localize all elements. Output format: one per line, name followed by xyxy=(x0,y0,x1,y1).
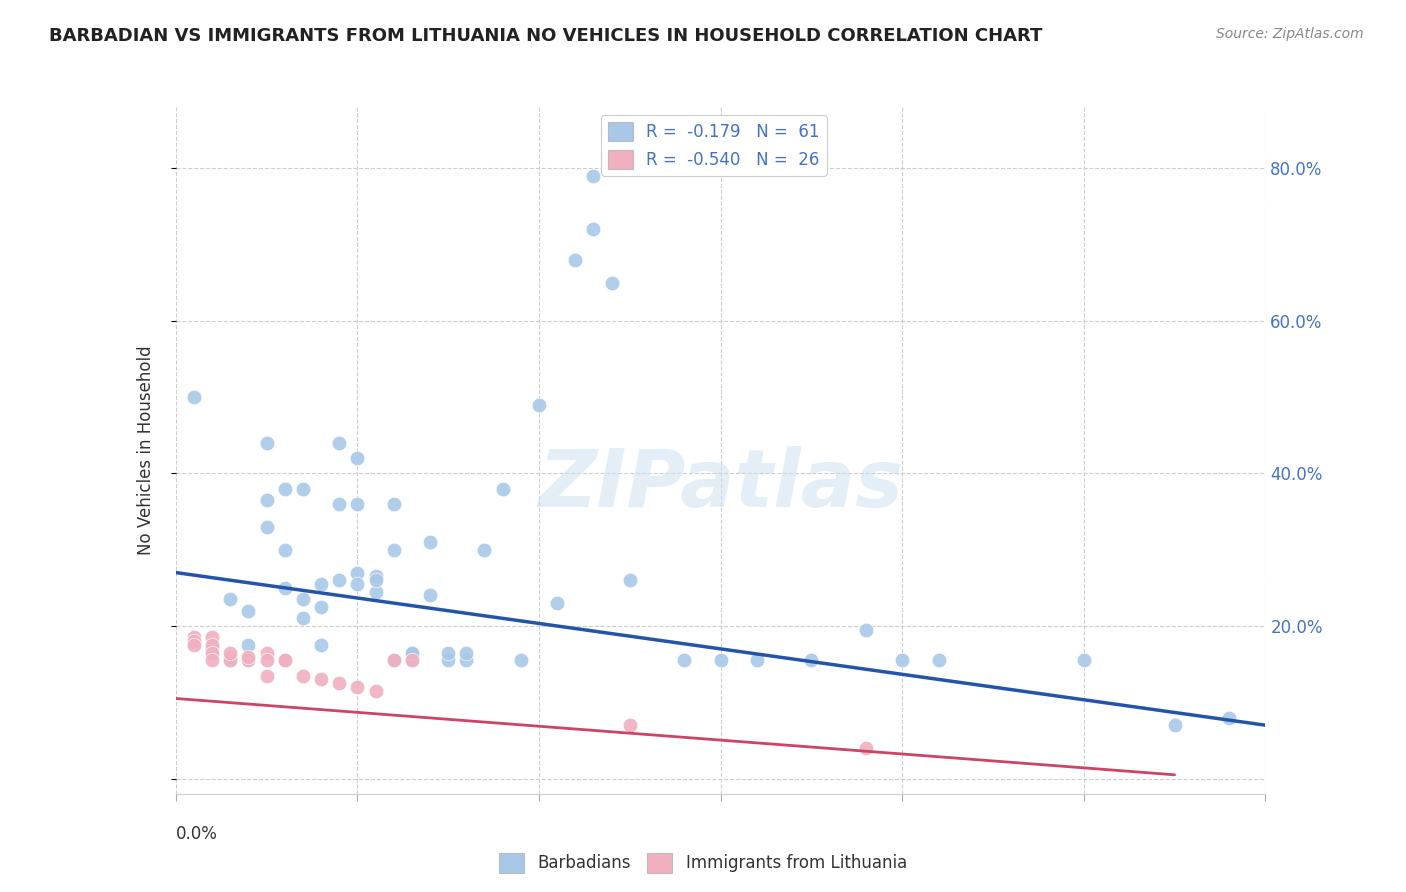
Point xyxy=(256,668,278,682)
Y-axis label: No Vehicles in Household: No Vehicles in Household xyxy=(136,345,155,556)
Point xyxy=(256,435,278,450)
Text: 0.0%: 0.0% xyxy=(176,825,218,843)
Point xyxy=(201,646,224,660)
Point xyxy=(238,653,260,667)
Point xyxy=(309,673,332,687)
Point xyxy=(745,653,768,667)
Point xyxy=(256,520,278,534)
Point xyxy=(346,680,368,694)
Point xyxy=(309,577,332,591)
Point xyxy=(291,611,314,625)
Point xyxy=(346,497,368,511)
Point xyxy=(309,638,332,652)
Point xyxy=(274,653,297,667)
Point xyxy=(201,641,224,656)
Point xyxy=(401,653,423,667)
Point xyxy=(328,573,350,587)
Point xyxy=(201,638,224,652)
Text: ZIPatlas: ZIPatlas xyxy=(538,446,903,524)
Point xyxy=(346,451,368,466)
Point xyxy=(546,596,568,610)
Point xyxy=(382,542,405,557)
Legend: Barbadians, Immigrants from Lithuania: Barbadians, Immigrants from Lithuania xyxy=(492,847,914,880)
Point xyxy=(855,741,877,756)
Point xyxy=(219,653,242,667)
Point xyxy=(456,646,478,660)
Point xyxy=(219,646,242,660)
Point xyxy=(401,646,423,660)
Point xyxy=(509,653,531,667)
Point xyxy=(382,497,405,511)
Point xyxy=(382,653,405,667)
Point xyxy=(474,542,496,557)
Point xyxy=(527,398,550,412)
Point xyxy=(238,653,260,667)
Point xyxy=(1073,653,1095,667)
Point xyxy=(364,573,387,587)
Point xyxy=(419,535,441,549)
Point xyxy=(274,542,297,557)
Text: BARBADIAN VS IMMIGRANTS FROM LITHUANIA NO VEHICLES IN HOUSEHOLD CORRELATION CHAR: BARBADIAN VS IMMIGRANTS FROM LITHUANIA N… xyxy=(49,27,1043,45)
Point xyxy=(328,497,350,511)
Point xyxy=(364,584,387,599)
Point xyxy=(219,649,242,664)
Point xyxy=(800,653,823,667)
Point xyxy=(456,653,478,667)
Point xyxy=(309,599,332,614)
Point xyxy=(564,252,586,267)
Point xyxy=(291,668,314,682)
Point xyxy=(619,718,641,732)
Point xyxy=(238,638,260,652)
Point xyxy=(256,493,278,508)
Point xyxy=(928,653,950,667)
Point xyxy=(619,573,641,587)
Point xyxy=(582,169,605,183)
Point xyxy=(274,482,297,496)
Point xyxy=(256,653,278,667)
Point xyxy=(1163,718,1185,732)
Point xyxy=(364,683,387,698)
Point xyxy=(582,222,605,236)
Point xyxy=(1218,710,1240,724)
Point xyxy=(328,676,350,690)
Point xyxy=(710,653,733,667)
Point xyxy=(419,589,441,603)
Point xyxy=(328,435,350,450)
Text: Source: ZipAtlas.com: Source: ZipAtlas.com xyxy=(1216,27,1364,41)
Point xyxy=(364,569,387,583)
Point xyxy=(437,646,460,660)
Point xyxy=(346,577,368,591)
Point xyxy=(492,482,515,496)
Point xyxy=(238,649,260,664)
Point xyxy=(291,482,314,496)
Point xyxy=(201,653,224,667)
Point xyxy=(201,631,224,645)
Point xyxy=(382,653,405,667)
Point xyxy=(256,646,278,660)
Point xyxy=(600,276,623,290)
Point xyxy=(183,638,205,652)
Point xyxy=(238,604,260,618)
Point xyxy=(183,390,205,404)
Point xyxy=(274,653,297,667)
Point xyxy=(219,592,242,607)
Point xyxy=(891,653,914,667)
Point xyxy=(274,581,297,595)
Point xyxy=(291,592,314,607)
Point xyxy=(183,631,205,645)
Point xyxy=(673,653,696,667)
Point xyxy=(401,653,423,667)
Legend: R =  -0.179   N =  61, R =  -0.540   N =  26: R = -0.179 N = 61, R = -0.540 N = 26 xyxy=(602,115,827,176)
Point xyxy=(401,646,423,660)
Point xyxy=(346,566,368,580)
Point xyxy=(855,623,877,637)
Point xyxy=(437,653,460,667)
Point xyxy=(183,634,205,648)
Point xyxy=(219,653,242,667)
